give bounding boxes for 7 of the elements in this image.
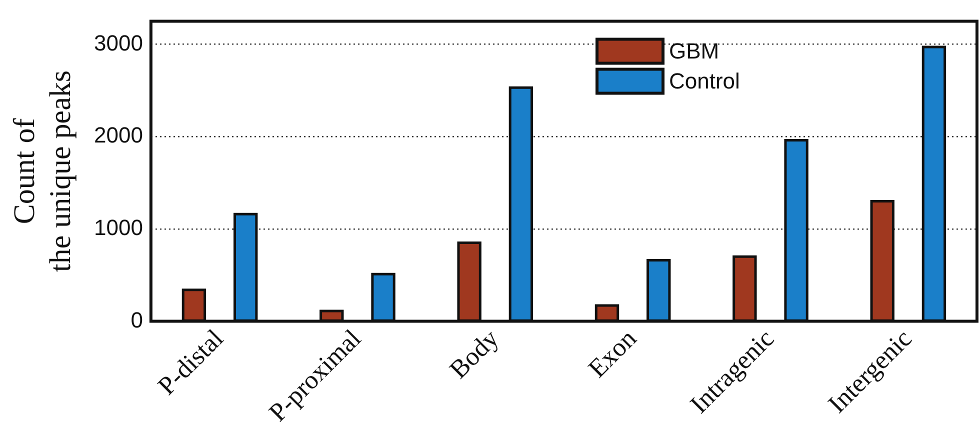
y-tick-label: 1000 <box>94 214 143 240</box>
legend-label: GBM <box>669 38 720 64</box>
y-tick-label: 3000 <box>94 30 143 56</box>
y-tick-label: 2000 <box>94 122 143 148</box>
y-axis-title: Count of the unique peaks <box>8 70 77 272</box>
legend-label: Control <box>669 68 740 94</box>
y-tick-label: 0 <box>130 307 143 332</box>
